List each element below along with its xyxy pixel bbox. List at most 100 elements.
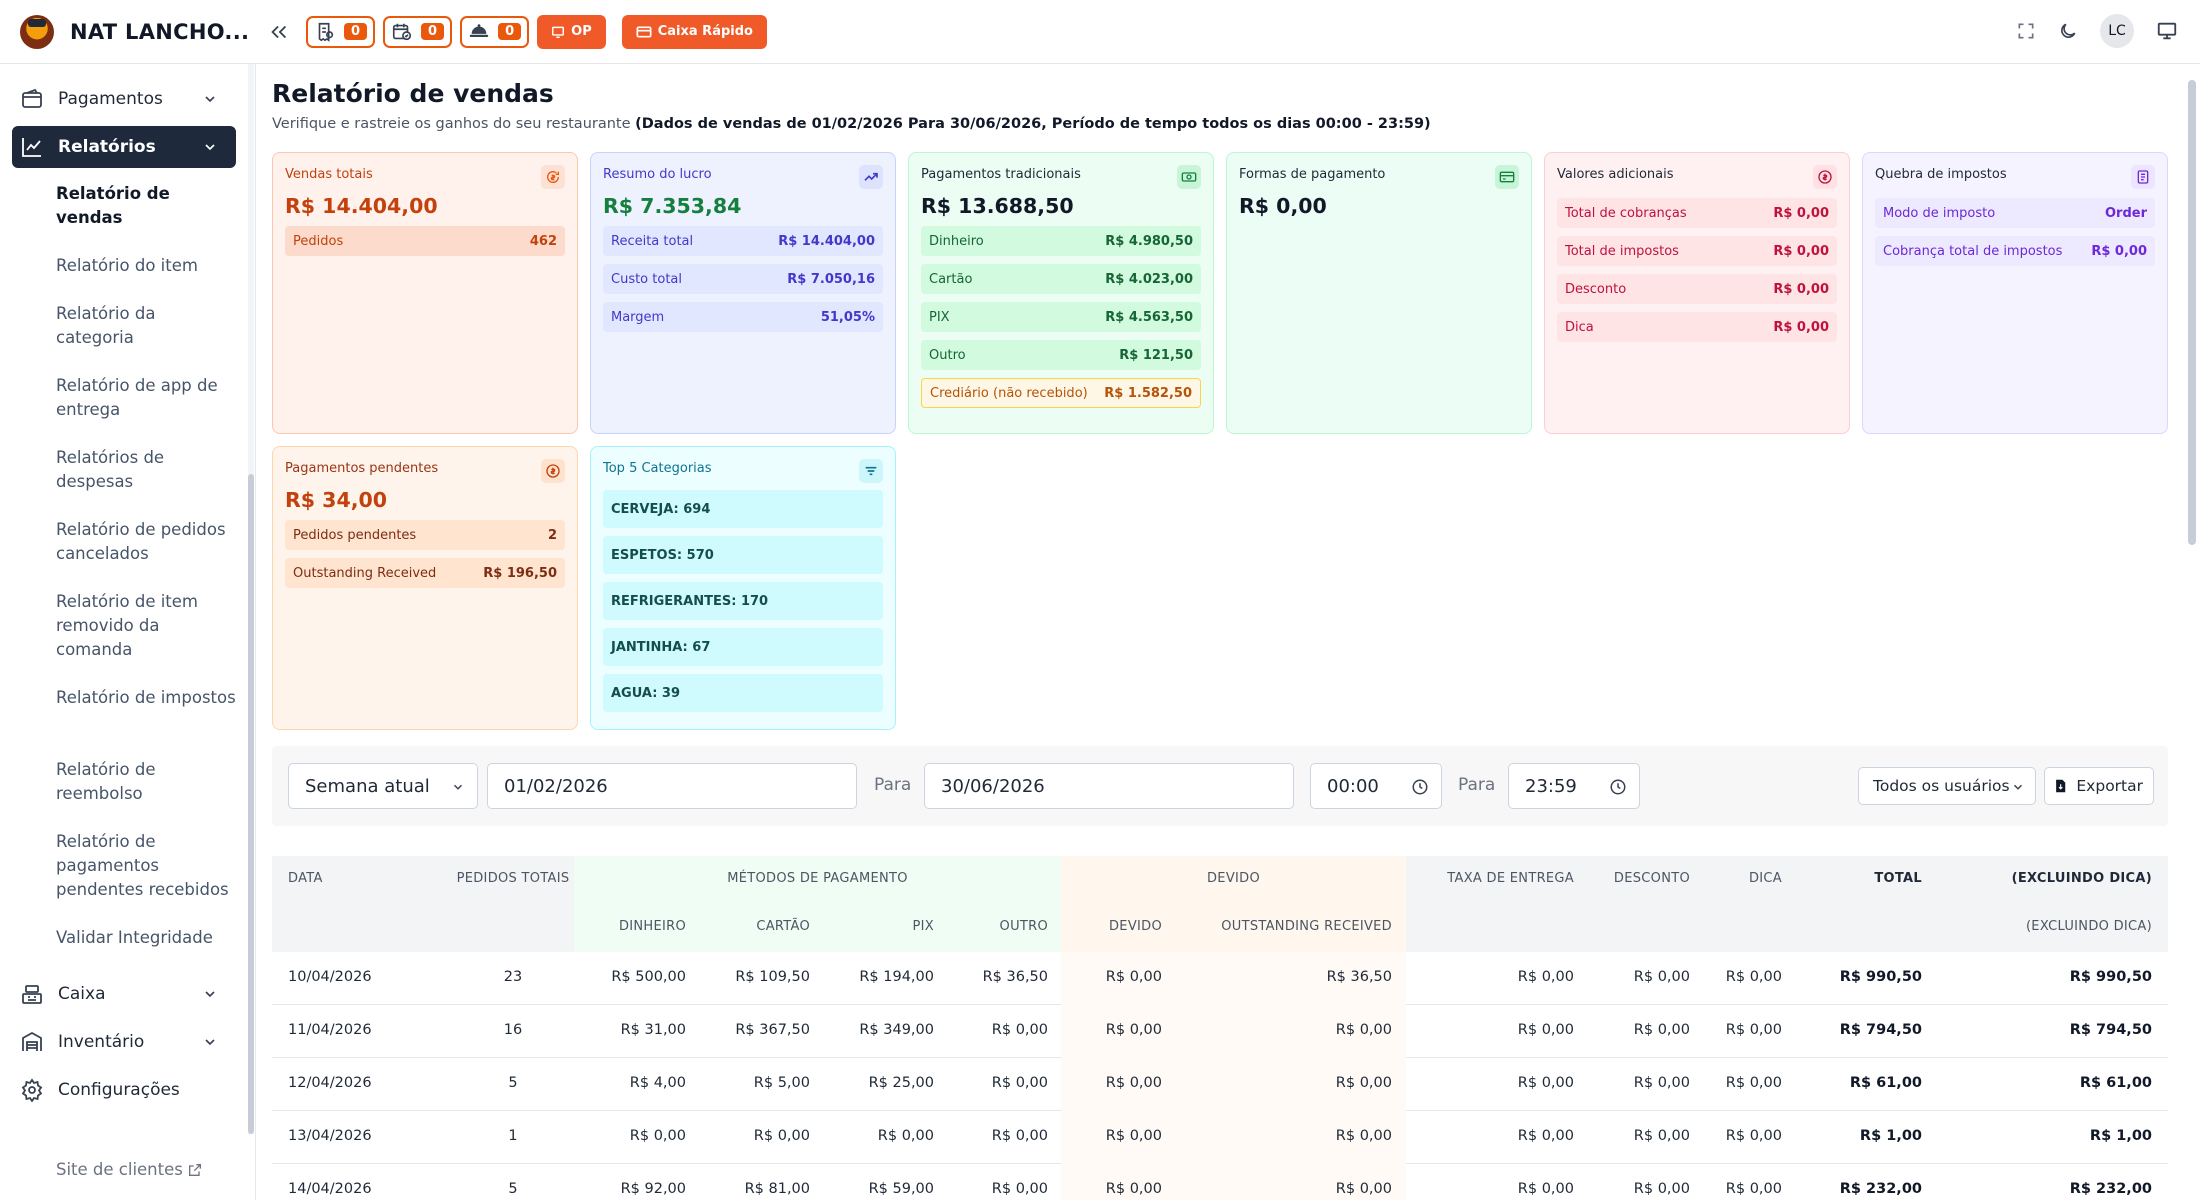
caixa-rapido-button[interactable]: Caixa Rápido (621, 14, 767, 49)
row-label: Outstanding Received (293, 565, 437, 581)
chevron-down-icon (205, 991, 215, 998)
wallet-icon (22, 88, 42, 108)
dollar-circle-icon (1813, 165, 1837, 189)
sidebar-item-relatorio-impostos[interactable]: Relatório de impostos (56, 688, 236, 707)
collapse-sidebar-button[interactable] (266, 19, 292, 45)
sidebar-item-relatorio-da-categoria[interactable]: Relatório da categoria (56, 304, 156, 347)
users-select[interactable]: Todos os usuários (1858, 767, 2036, 805)
user-avatar[interactable]: LC (2100, 14, 2134, 48)
row-label: PIX (929, 309, 950, 325)
time-from-input[interactable]: 00:00 (1310, 763, 1442, 809)
sidebar-item-relatorio-reembolso[interactable]: Relatório de reembolso (56, 760, 156, 803)
cell-taxa: R$ 0,00 (1517, 1128, 1574, 1144)
cell-total: R$ 990,50 (1839, 969, 1922, 985)
date-to-input[interactable]: 30/06/2026 (924, 763, 1294, 809)
th-dica: DICA (1748, 871, 1782, 886)
cell-total-excl: R$ 794,50 (2069, 1022, 2152, 1038)
op-button-label: OP (571, 24, 592, 39)
cash-icon (1177, 165, 1201, 189)
scheduled-orders-count: 0 (421, 23, 445, 40)
cell-outro: R$ 36,50 (982, 969, 1048, 985)
cell-total: R$ 61,00 (1849, 1075, 1922, 1091)
th-excl-group: (EXCLUINDO DICA) (2011, 871, 2152, 886)
sidebar-group-configuracoes[interactable]: Configurações (12, 1069, 236, 1111)
cell-outstanding: R$ 0,00 (1335, 1128, 1392, 1144)
devido-header-bg (1061, 856, 1406, 952)
chart-line-icon (22, 138, 41, 157)
sidebar-item-pagamentos-pendentes[interactable]: Relatório de pagamentos pendentes recebi… (56, 832, 229, 899)
sidebar-item-pedidos-cancelados[interactable]: Relatório de pedidos cancelados (56, 520, 226, 563)
card-value: R$ 0,00 (1239, 194, 1327, 218)
th-total: TOTAL (1874, 871, 1922, 886)
row-value: R$ 7.050,16 (787, 271, 875, 287)
table-row: 12/04/2026 5 R$ 4,00 R$ 5,00 R$ 25,00 R$ 0,00… (272, 1058, 2168, 1111)
op-button[interactable]: OP (537, 14, 606, 49)
scheduled-orders-button[interactable]: 0 (383, 15, 453, 48)
site-de-clientes-link[interactable]: Site de clientes (56, 1160, 203, 1179)
category-item: CERVEJA: 694 (603, 490, 883, 528)
row-label: Total de impostos (1565, 243, 1679, 259)
card-title: Vendas totais (285, 167, 373, 182)
dark-mode-moon-icon[interactable] (2058, 21, 2078, 41)
sidebar-group-label: Configurações (58, 1080, 180, 1100)
sidebar-group-label: Inventário (58, 1032, 145, 1052)
row-label: Crediário (não recebido) (930, 385, 1088, 401)
cell-devido: R$ 0,00 (1105, 969, 1162, 985)
row-value: R$ 0,00 (1773, 281, 1829, 297)
pending-receipts-button[interactable]: 0 (306, 15, 376, 48)
cell-cartao: R$ 109,50 (735, 969, 810, 985)
card-value: R$ 7.353,84 (603, 194, 742, 218)
th-taxa: TAXA DE ENTREGA (1447, 871, 1574, 886)
devido-cell-bg (1061, 952, 1406, 1005)
para-label: Para (1458, 775, 1496, 795)
th-dinheiro: DINHEIRO (618, 919, 686, 934)
sidebar-group-pagamentos[interactable]: Pagamentos (12, 78, 236, 120)
th-data: DATA (288, 871, 323, 886)
cell-data: 14/04/2026 (288, 1181, 372, 1197)
page-title: Relatório de vendas (272, 79, 554, 108)
category-item: ESPETOS: 570 (603, 536, 883, 574)
sidebar-group-relatorios[interactable]: Relatórios (12, 126, 236, 168)
sidebar-item-relatorios-despesas[interactable]: Relatórios de despesas (56, 448, 165, 491)
sidebar-item-relatorio-do-item[interactable]: Relatório do item (56, 256, 198, 275)
page-subtitle-text: Verifique e rastreie os ganhos do seu re… (272, 116, 631, 132)
devido-cell-bg (1061, 1058, 1406, 1111)
monitor-icon (552, 26, 565, 38)
sidebar-scrollbar-thumb[interactable] (248, 474, 254, 1134)
sidebar-item-relatorio-app-entrega[interactable]: Relatório de app de entrega (56, 376, 218, 419)
cell-cartao: R$ 0,00 (753, 1128, 810, 1144)
row-label: Modo de imposto (1883, 205, 1996, 221)
date-from-input[interactable]: 01/02/2026 (487, 763, 857, 809)
sidebar-group-inventario[interactable]: Inventário (12, 1021, 236, 1063)
period-select[interactable]: Semana atual (288, 763, 478, 809)
double-chevron-left-icon (271, 25, 287, 38)
fullscreen-icon[interactable] (2016, 21, 2036, 41)
sidebar-scrollbar[interactable] (248, 64, 254, 1134)
row-label: Desconto (1565, 281, 1627, 297)
cell-outro: R$ 0,00 (991, 1075, 1048, 1091)
delivery-icon (469, 23, 489, 37)
sidebar-item-relatorio-de-vendas[interactable]: Relatório de vendas (56, 184, 170, 227)
cell-cartao: R$ 367,50 (735, 1022, 810, 1038)
time-from-value: 00:00 (1327, 775, 1379, 797)
time-to-input[interactable]: 23:59 (1508, 763, 1640, 809)
export-button[interactable]: Exportar (2044, 767, 2154, 805)
sidebar-item-item-removido[interactable]: Relatório de item removido da comanda (56, 592, 198, 659)
main-scrollbar-thumb[interactable] (2188, 80, 2196, 545)
cell-devido: R$ 0,00 (1105, 1022, 1162, 1038)
cell-data: 11/04/2026 (288, 1022, 372, 1038)
date-from-value: 01/02/2026 (504, 775, 608, 797)
card-row-crediario: Crediário (não recebido) R$ 1.582,50 (921, 378, 1201, 408)
chevron-down-icon (2013, 784, 2023, 790)
main-scrollbar[interactable] (2188, 80, 2196, 1200)
card-row: Modo de imposto Order (1875, 198, 2155, 228)
sidebar-group-caixa[interactable]: Caixa (12, 973, 236, 1015)
desktop-icon[interactable] (2156, 20, 2178, 42)
card-row: PIX R$ 4.563,50 (921, 302, 1201, 332)
sidebar-item-validar-integridade[interactable]: Validar Integridade (56, 928, 213, 947)
brand[interactable]: NAT LANCHO... (0, 14, 262, 49)
cell-taxa: R$ 0,00 (1517, 1181, 1574, 1197)
cell-desconto: R$ 0,00 (1633, 969, 1690, 985)
row-label: Pedidos pendentes (293, 527, 417, 543)
delivery-orders-button[interactable]: 0 (460, 15, 530, 48)
